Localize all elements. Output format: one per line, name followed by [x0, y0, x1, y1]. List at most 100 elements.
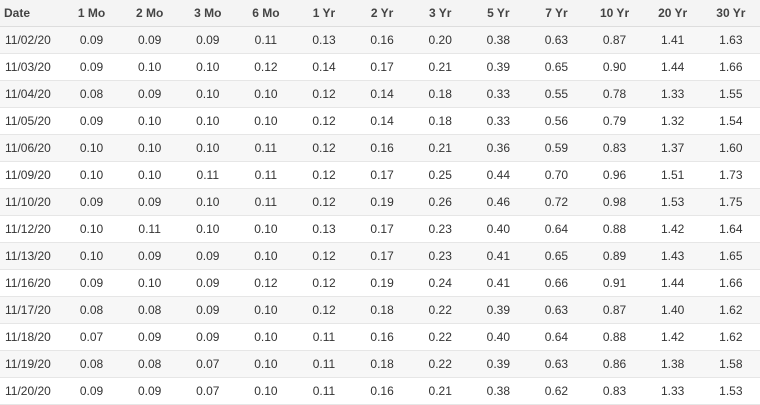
- cell-3-yr: 0.23: [411, 215, 470, 243]
- cell-1-yr: 0.13: [294, 215, 354, 243]
- cell-2-mo: 0.08: [120, 296, 179, 324]
- cell-7-yr: 0.65: [527, 53, 586, 81]
- column-header-6-mo: 6 Mo: [236, 0, 295, 27]
- cell-20-yr: 1.41: [643, 26, 702, 54]
- cell-20-yr: 1.53: [643, 188, 702, 216]
- cell-3-yr: 0.26: [411, 188, 470, 216]
- cell-30-yr: 1.66: [701, 53, 760, 81]
- cell-6-mo: 0.10: [236, 107, 295, 135]
- cell-3-yr: 0.18: [411, 107, 470, 135]
- cell-1-yr: 0.14: [294, 53, 354, 81]
- cell-6-mo: 0.10: [236, 350, 295, 378]
- cell-6-mo: 0.10: [236, 377, 295, 405]
- cell-date: 11/16/20: [0, 269, 63, 297]
- cell-date: 11/20/20: [0, 377, 63, 405]
- cell-1-mo: 0.10: [62, 242, 121, 270]
- column-header-2-mo: 2 Mo: [120, 0, 179, 27]
- cell-20-yr: 1.40: [643, 296, 702, 324]
- cell-date: 11/09/20: [0, 161, 63, 189]
- cell-1-mo: 0.10: [62, 161, 121, 189]
- cell-3-mo: 0.09: [178, 323, 237, 351]
- cell-6-mo: 0.10: [236, 242, 295, 270]
- cell-3-mo: 0.10: [178, 80, 237, 108]
- cell-6-mo: 0.11: [236, 26, 295, 54]
- cell-3-yr: 0.22: [411, 296, 470, 324]
- cell-date: 11/12/20: [0, 215, 63, 243]
- cell-3-mo: 0.11: [178, 161, 237, 189]
- cell-1-mo: 0.08: [62, 350, 121, 378]
- cell-2-yr: 0.18: [353, 350, 412, 378]
- cell-6-mo: 0.10: [236, 215, 295, 243]
- cell-7-yr: 0.65: [527, 242, 586, 270]
- cell-2-yr: 0.16: [353, 323, 412, 351]
- cell-10-yr: 0.88: [585, 323, 644, 351]
- cell-date: 11/19/20: [0, 350, 63, 378]
- cell-20-yr: 1.33: [643, 80, 702, 108]
- cell-2-yr: 0.14: [353, 107, 412, 135]
- cell-1-yr: 0.11: [294, 377, 354, 405]
- table-row: 11/05/20 0.09 0.10 0.10 0.10 0.12 0.14 0.18 0.33…: [0, 107, 760, 135]
- table-row: 11/12/20 0.10 0.11 0.10 0.10 0.13 0.17 0.23 0.40…: [0, 215, 760, 243]
- cell-6-mo: 0.10: [236, 80, 295, 108]
- cell-3-yr: 0.18: [411, 80, 470, 108]
- cell-30-yr: 1.53: [701, 377, 760, 405]
- cell-6-mo: 0.11: [236, 161, 295, 189]
- column-header-30-yr: 30 Yr: [701, 0, 760, 27]
- cell-2-yr: 0.18: [353, 296, 412, 324]
- column-header-10-yr: 10 Yr: [585, 0, 644, 27]
- cell-30-yr: 1.62: [701, 323, 760, 351]
- cell-1-yr: 0.12: [294, 134, 354, 162]
- cell-20-yr: 1.44: [643, 269, 702, 297]
- cell-7-yr: 0.55: [527, 80, 586, 108]
- cell-date: 11/10/20: [0, 188, 63, 216]
- cell-10-yr: 0.90: [585, 53, 644, 81]
- cell-10-yr: 0.96: [585, 161, 644, 189]
- table-row: 11/18/20 0.07 0.09 0.09 0.10 0.11 0.16 0.22 0.40…: [0, 323, 760, 351]
- cell-2-yr: 0.16: [353, 134, 412, 162]
- cell-5-yr: 0.39: [469, 296, 528, 324]
- cell-1-yr: 0.12: [294, 80, 354, 108]
- cell-date: 11/04/20: [0, 80, 63, 108]
- cell-3-mo: 0.10: [178, 188, 237, 216]
- cell-date: 11/06/20: [0, 134, 63, 162]
- table-row: 11/06/20 0.10 0.10 0.10 0.11 0.12 0.16 0.21 0.36…: [0, 134, 760, 162]
- cell-1-mo: 0.09: [62, 377, 121, 405]
- cell-3-mo: 0.09: [178, 242, 237, 270]
- cell-3-mo: 0.07: [178, 350, 237, 378]
- column-header-2-yr: 2 Yr: [353, 0, 412, 27]
- cell-7-yr: 0.64: [527, 323, 586, 351]
- column-header-7-yr: 7 Yr: [527, 0, 586, 27]
- cell-1-mo: 0.10: [62, 215, 121, 243]
- cell-3-mo: 0.10: [178, 134, 237, 162]
- cell-30-yr: 1.58: [701, 350, 760, 378]
- cell-30-yr: 1.55: [701, 80, 760, 108]
- cell-1-mo: 0.07: [62, 323, 121, 351]
- cell-5-yr: 0.36: [469, 134, 528, 162]
- cell-7-yr: 0.63: [527, 296, 586, 324]
- table-row: 11/16/20 0.09 0.10 0.09 0.12 0.12 0.19 0.24 0.41…: [0, 269, 760, 297]
- cell-3-mo: 0.10: [178, 53, 237, 81]
- column-header-1-mo: 1 Mo: [62, 0, 121, 27]
- cell-6-mo: 0.12: [236, 53, 295, 81]
- cell-1-mo: 0.09: [62, 269, 121, 297]
- cell-10-yr: 0.78: [585, 80, 644, 108]
- cell-3-yr: 0.21: [411, 53, 470, 81]
- cell-2-mo: 0.09: [120, 26, 179, 54]
- cell-10-yr: 0.98: [585, 188, 644, 216]
- cell-5-yr: 0.40: [469, 215, 528, 243]
- cell-1-yr: 0.12: [294, 269, 354, 297]
- cell-3-mo: 0.09: [178, 296, 237, 324]
- cell-30-yr: 1.63: [701, 26, 760, 54]
- cell-6-mo: 0.11: [236, 188, 295, 216]
- cell-6-mo: 0.10: [236, 296, 295, 324]
- cell-1-yr: 0.12: [294, 188, 354, 216]
- cell-2-yr: 0.14: [353, 80, 412, 108]
- cell-30-yr: 1.62: [701, 296, 760, 324]
- cell-1-mo: 0.08: [62, 80, 121, 108]
- cell-2-mo: 0.09: [120, 188, 179, 216]
- cell-3-yr: 0.21: [411, 134, 470, 162]
- cell-5-yr: 0.33: [469, 107, 528, 135]
- cell-2-mo: 0.09: [120, 242, 179, 270]
- cell-3-yr: 0.20: [411, 26, 470, 54]
- cell-2-mo: 0.08: [120, 350, 179, 378]
